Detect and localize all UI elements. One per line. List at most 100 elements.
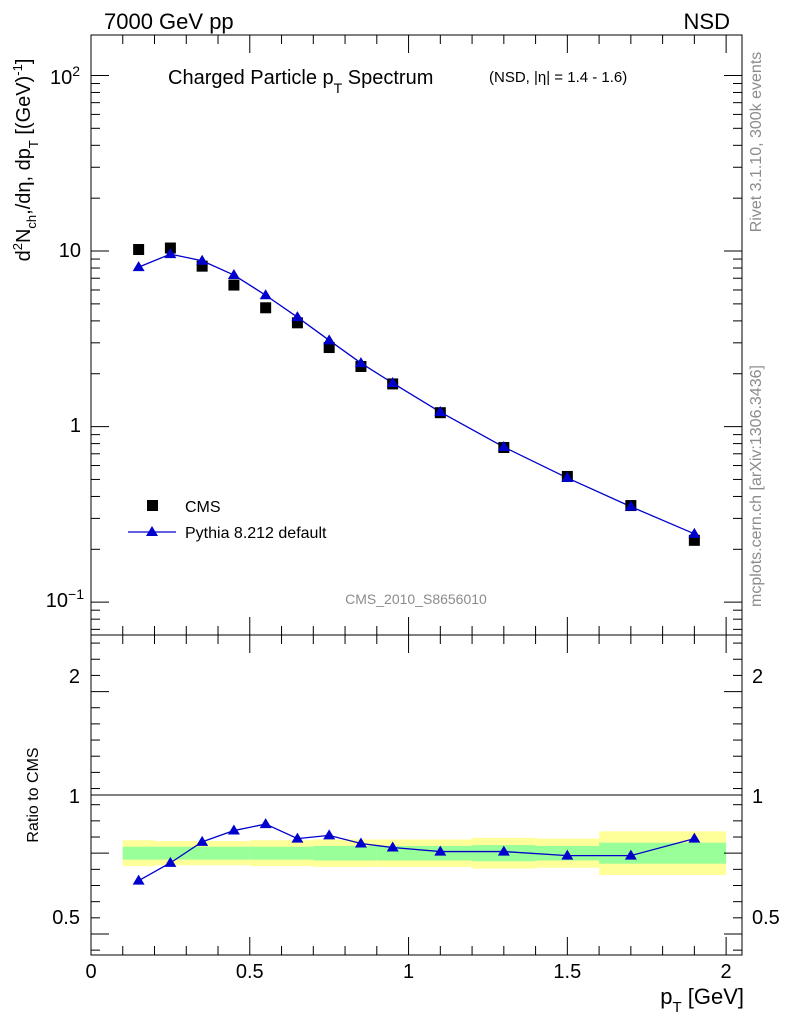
cms-point xyxy=(228,279,240,291)
pythia-point xyxy=(259,289,272,300)
xtick-label: 1 xyxy=(403,961,414,983)
pythia-point xyxy=(196,254,209,265)
ratio-pythia-point xyxy=(354,837,367,848)
ratio-band-green xyxy=(154,846,187,860)
ylabel-part: ,/dη, dp xyxy=(13,148,35,215)
pythia-point xyxy=(386,377,399,388)
main-ticks xyxy=(90,35,742,635)
ratio-ytick-label-1-left: 1 xyxy=(69,786,80,808)
ylabel-part: d xyxy=(13,250,35,261)
ylabel-part: T xyxy=(26,140,41,148)
ytick-label-0p1: 10−1 xyxy=(46,586,84,612)
ytick-label-10: 10 xyxy=(59,240,81,262)
cms-point xyxy=(688,534,700,546)
ratio-pythia-point xyxy=(688,832,701,843)
xlabel-rest: [GeV] xyxy=(682,984,744,1009)
ytick-label-100: 102 xyxy=(50,63,80,89)
ylabel-part: [(GeV) xyxy=(13,76,35,140)
main-marks xyxy=(132,242,701,546)
ylabel-part: ] xyxy=(13,59,35,65)
pythia-point xyxy=(164,248,177,259)
xlabel-sub: T xyxy=(672,999,681,1016)
ratio-marks xyxy=(132,818,701,885)
ratio-bands xyxy=(122,831,727,875)
legend-cms-marker xyxy=(147,500,158,511)
ratio-panel: Ratio to CMS 2 1 0.5 2 1 0.5 0 0.5 1 1.5 2 p… xyxy=(25,634,780,1016)
ylabel-part: ch xyxy=(24,215,39,229)
title-main: Charged Particle p xyxy=(168,67,334,89)
side-text-top: Rivet 3.1.10, 300k events xyxy=(748,52,765,233)
ratio-band-green xyxy=(249,846,282,860)
xtick-label: 0.5 xyxy=(236,961,264,983)
ratio-pythia-point xyxy=(497,845,510,856)
ratio-ytick-label-2-right: 2 xyxy=(752,666,763,688)
ratio-band-green xyxy=(186,846,219,860)
ytick-label-1: 1 xyxy=(70,415,81,437)
xtick-label: 1.5 xyxy=(553,961,581,983)
title-rest: Spectrum xyxy=(342,67,433,89)
pythia-point xyxy=(291,311,304,322)
side-text-bottom: mcplots.cern.ch [arXiv:1306.3436] xyxy=(748,365,765,607)
pythia-point xyxy=(434,406,447,417)
ylabel-part: -1 xyxy=(10,64,25,76)
main-title: Charged Particle pT Spectrum xyxy=(168,67,433,96)
ratio-ticks xyxy=(90,635,742,955)
ratio-pythia-point xyxy=(291,832,304,843)
ratio-band-green xyxy=(281,846,314,860)
ratio-pythia-point xyxy=(561,849,574,860)
main-ylabel: d2Nch,/dη, dpT [(GeV)-1] xyxy=(10,59,41,262)
ratio-ytick-label-0p5-right: 0.5 xyxy=(752,907,780,929)
ratio-band-green xyxy=(345,845,377,861)
legend-pythia-marker xyxy=(146,526,158,536)
pythia-line xyxy=(138,253,695,535)
ratio-ytick-label-2-left: 2 xyxy=(69,666,80,688)
title-extra: (NSD, |η| = 1.4 - 1.6) xyxy=(489,69,627,86)
ratio-ylabel: Ratio to CMS xyxy=(25,747,42,842)
cms-point xyxy=(291,317,303,329)
ratio-band-green xyxy=(376,845,409,861)
ratio-band-green xyxy=(599,842,727,864)
cms-point xyxy=(260,302,272,314)
cms-point xyxy=(164,242,176,254)
pythia-point xyxy=(323,334,336,345)
ratio-band-green xyxy=(218,846,250,860)
ytick-exp: 2 xyxy=(72,63,80,79)
ylabel-part: 2 xyxy=(10,243,25,250)
cms-point xyxy=(196,260,208,272)
ratio-pythia-point xyxy=(323,829,336,840)
header-right: NSD xyxy=(684,9,730,34)
xtick-labels: 0 0.5 1 1.5 2 xyxy=(85,961,731,983)
ratio-band-green xyxy=(313,845,346,861)
cms-point xyxy=(323,342,335,354)
ratio-pythia-point xyxy=(434,845,447,856)
ratio-pythia-point xyxy=(196,835,209,846)
ratio-frame xyxy=(90,634,743,956)
ratio-pythia-point xyxy=(386,841,399,852)
main-panel: Charged Particle pT Spectrum (NSD, |η| =… xyxy=(10,34,743,636)
pythia-point xyxy=(132,261,145,272)
ylabel-part: N xyxy=(13,229,35,243)
ratio-xlabel: pT [GeV] xyxy=(660,984,744,1016)
ratio-pythia-point xyxy=(624,849,637,860)
pythia-point xyxy=(561,471,574,482)
pythia-point xyxy=(624,500,637,511)
header-left: 7000 GeV pp xyxy=(104,9,234,34)
ratio-pythia-line xyxy=(138,823,695,882)
pythia-point xyxy=(497,441,510,452)
pythia-point xyxy=(688,527,701,538)
xtick-label: 2 xyxy=(721,961,732,983)
ratio-pythia-point xyxy=(132,874,145,885)
title-sub: T xyxy=(334,80,343,96)
cms-point xyxy=(133,244,145,256)
watermark: CMS_2010_S8656010 xyxy=(345,591,487,607)
legend-cms-label: CMS xyxy=(185,499,221,516)
ratio-pythia-point xyxy=(259,818,272,829)
ratio-ytick-label-0p5-left: 0.5 xyxy=(52,907,80,929)
ytick-base: 10 xyxy=(50,67,72,89)
ytick-base: 10 xyxy=(46,590,68,612)
ratio-pythia-point xyxy=(164,856,177,867)
xtick-label: 0 xyxy=(85,961,96,983)
ratio-pythia-point xyxy=(227,824,240,835)
main-frame xyxy=(90,34,743,636)
